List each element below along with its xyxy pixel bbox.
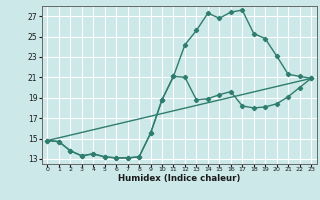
X-axis label: Humidex (Indice chaleur): Humidex (Indice chaleur)	[118, 174, 240, 183]
